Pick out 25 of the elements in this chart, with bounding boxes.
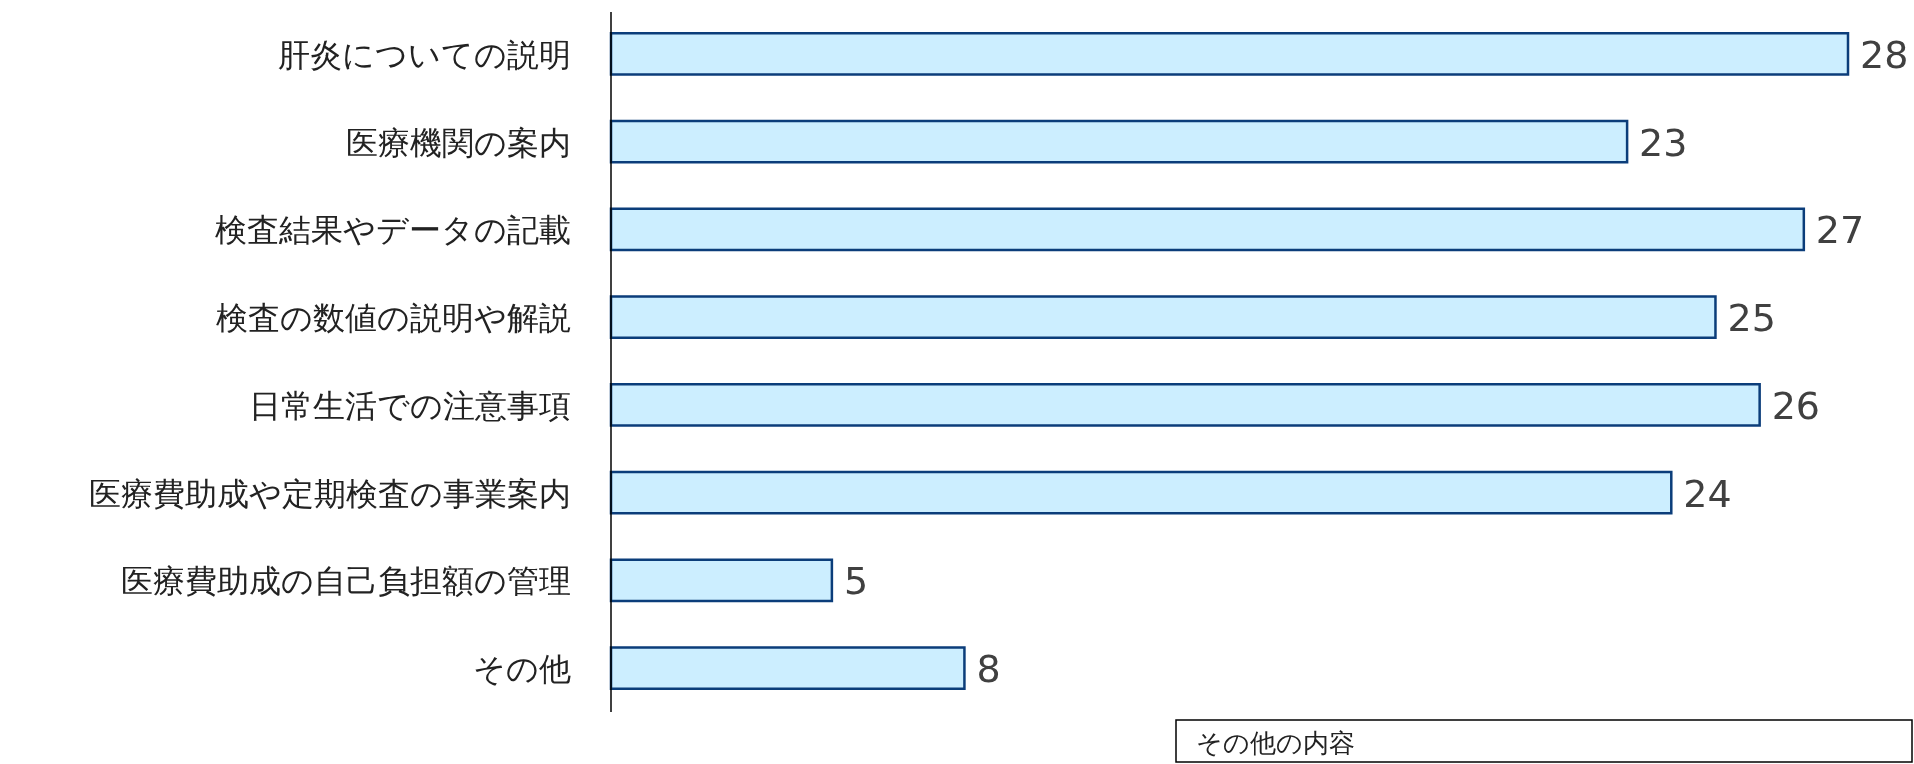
- y-tick-label: 医療費助成の自己負担額の管理: [121, 562, 571, 601]
- data-label: 23: [1639, 120, 1688, 165]
- y-tick-label: 日常生活での注意事項: [249, 386, 571, 425]
- bar: [609, 646, 966, 690]
- data-label: 8: [976, 647, 1001, 692]
- data-label: 24: [1683, 471, 1732, 516]
- data-label: 27: [1815, 208, 1865, 253]
- y-tick-label: 医療機関の案内: [346, 123, 571, 162]
- bar: [609, 32, 1850, 76]
- y-tick-label: 検査結果やデータの記載: [215, 211, 571, 250]
- text: その他の内容: [1196, 728, 1355, 758]
- bar: [609, 207, 1806, 252]
- bar: [609, 383, 1761, 427]
- bar: [609, 295, 1717, 339]
- y-tick-label: 肝炎についての説明: [278, 35, 571, 74]
- bar: [609, 470, 1673, 515]
- y-tick-label: 医療費助成や定期検査の事業案内: [89, 474, 571, 513]
- data-label: 26: [1771, 383, 1820, 428]
- bar: [609, 119, 1629, 164]
- y-tick-label: その他: [473, 650, 571, 689]
- y-tick-label: 検査の数値の説明や解説: [216, 299, 571, 338]
- data-label: 5: [843, 559, 869, 604]
- bar: [609, 558, 834, 603]
- data-label: 25: [1727, 296, 1776, 341]
- data-label: 28: [1860, 32, 1909, 77]
